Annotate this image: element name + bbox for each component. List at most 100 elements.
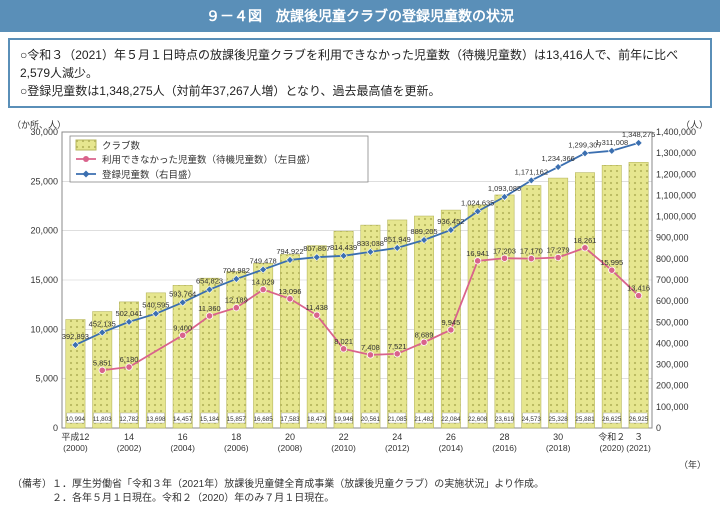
svg-text:794,922: 794,922 — [276, 247, 303, 256]
description-box: ○令和３（2021）年５月１日時点の放課後児童クラブを利用できなかった児童数（待… — [8, 38, 712, 108]
svg-text:833,038: 833,038 — [357, 239, 384, 248]
svg-text:13,698: 13,698 — [146, 416, 166, 423]
svg-text:1,024,635: 1,024,635 — [461, 198, 494, 207]
svg-text:19,946: 19,946 — [334, 416, 354, 423]
footnote-2: ２．各年５月１日現在。令和２（2020）年のみ７月１日現在。 — [12, 492, 708, 506]
svg-text:851,949: 851,949 — [384, 235, 411, 244]
svg-text:1,093,085: 1,093,085 — [488, 184, 521, 193]
svg-text:(2020): (2020) — [599, 443, 624, 453]
svg-text:17,279: 17,279 — [547, 246, 570, 255]
svg-text:100,000: 100,000 — [656, 402, 689, 412]
svg-text:18,261: 18,261 — [573, 236, 596, 245]
svg-text:9,945: 9,945 — [441, 318, 460, 327]
svg-text:17,203: 17,203 — [493, 246, 516, 255]
svg-text:24,573: 24,573 — [522, 416, 542, 423]
svg-text:15,995: 15,995 — [600, 258, 623, 267]
svg-text:1,200,000: 1,200,000 — [656, 169, 696, 179]
svg-text:1,171,162: 1,171,162 — [515, 167, 548, 176]
svg-text:(2004): (2004) — [170, 443, 195, 453]
svg-text:7,521: 7,521 — [388, 342, 407, 351]
svg-text:26,625: 26,625 — [602, 416, 622, 423]
svg-text:20: 20 — [285, 432, 295, 442]
svg-text:452,135: 452,135 — [89, 319, 116, 328]
svg-text:7,408: 7,408 — [361, 343, 380, 352]
svg-text:200,000: 200,000 — [656, 381, 689, 391]
svg-text:15,857: 15,857 — [227, 416, 247, 423]
svg-text:704,982: 704,982 — [223, 266, 250, 275]
svg-text:936,452: 936,452 — [437, 217, 464, 226]
svg-text:1,234,366: 1,234,366 — [541, 154, 574, 163]
svg-text:28: 28 — [499, 432, 509, 442]
combo-chart: 05,00010,00015,00020,00025,00030,0000100… — [8, 114, 712, 474]
svg-text:16: 16 — [178, 432, 188, 442]
svg-text:20,561: 20,561 — [361, 416, 381, 423]
svg-text:30: 30 — [553, 432, 563, 442]
svg-text:0: 0 — [656, 423, 661, 433]
svg-text:392,893: 392,893 — [62, 332, 89, 341]
svg-text:13,416: 13,416 — [627, 284, 650, 293]
svg-text:10,994: 10,994 — [66, 416, 86, 423]
svg-text:25,000: 25,000 — [30, 176, 58, 186]
svg-text:20,000: 20,000 — [30, 226, 58, 236]
svg-text:（人）: （人） — [681, 120, 708, 130]
svg-text:1,100,000: 1,100,000 — [656, 190, 696, 200]
svg-text:13,096: 13,096 — [278, 287, 301, 296]
svg-text:(2002): (2002) — [117, 443, 142, 453]
svg-text:令和２: 令和２ — [598, 431, 625, 442]
svg-text:22: 22 — [339, 432, 349, 442]
svg-text:22,608: 22,608 — [468, 416, 488, 423]
svg-text:1,300,000: 1,300,000 — [656, 148, 696, 158]
svg-text:平成12: 平成12 — [61, 431, 89, 442]
svg-text:1,000,000: 1,000,000 — [656, 212, 696, 222]
svg-text:16,685: 16,685 — [254, 416, 274, 423]
svg-text:(2010): (2010) — [331, 443, 356, 453]
svg-text:654,823: 654,823 — [196, 277, 223, 286]
svg-text:814,439: 814,439 — [330, 243, 357, 252]
desc-line-2: ○登録児童数は1,348,275人（対前年37,267人増）となり、過去最高値を… — [20, 82, 700, 100]
svg-text:6,180: 6,180 — [120, 355, 139, 364]
svg-text:26: 26 — [446, 432, 456, 442]
footnote-1: （備考）１．厚生労働省「令和３年（2021年）放課後児童健全育成事業（放課後児童… — [12, 478, 708, 492]
svg-text:(2016): (2016) — [492, 443, 517, 453]
svg-text:(2021): (2021) — [626, 443, 651, 453]
svg-text:17,170: 17,170 — [520, 247, 543, 256]
svg-text:クラブ数: クラブ数 — [102, 140, 141, 152]
svg-text:0: 0 — [53, 423, 58, 433]
svg-text:（年）: （年） — [679, 459, 706, 470]
svg-text:23,619: 23,619 — [495, 416, 515, 423]
svg-text:593,764: 593,764 — [169, 289, 196, 298]
svg-text:889,205: 889,205 — [410, 227, 437, 236]
svg-text:21,085: 21,085 — [388, 416, 408, 423]
chart-container: 05,00010,00015,00020,00025,00030,0000100… — [8, 114, 712, 474]
svg-text:11,360: 11,360 — [198, 304, 220, 313]
svg-text:10,000: 10,000 — [30, 324, 58, 334]
svg-text:1,348,275: 1,348,275 — [622, 130, 655, 139]
svg-text:(2006): (2006) — [224, 443, 249, 453]
svg-text:15,000: 15,000 — [30, 275, 58, 285]
svg-text:25,328: 25,328 — [549, 416, 569, 423]
svg-text:700,000: 700,000 — [656, 275, 689, 285]
svg-text:12,189: 12,189 — [225, 296, 248, 305]
svg-text:540,595: 540,595 — [142, 301, 169, 310]
svg-text:26,925: 26,925 — [629, 416, 649, 423]
svg-text:14,457: 14,457 — [173, 416, 193, 423]
svg-text:400,000: 400,000 — [656, 338, 689, 348]
svg-text:３: ３ — [634, 432, 643, 442]
svg-text:(2014): (2014) — [439, 443, 464, 453]
svg-text:1,311,008: 1,311,008 — [595, 138, 628, 147]
svg-text:利用できなかった児童数（待機児童数）（左目盛）: 利用できなかった児童数（待機児童数）（左目盛） — [102, 154, 316, 166]
svg-text:800,000: 800,000 — [656, 254, 689, 264]
svg-text:500,000: 500,000 — [656, 317, 689, 327]
svg-text:16,941: 16,941 — [466, 249, 489, 258]
svg-text:21,482: 21,482 — [414, 416, 434, 423]
svg-text:5,000: 5,000 — [35, 374, 58, 384]
svg-text:900,000: 900,000 — [656, 233, 689, 243]
svg-text:(2000): (2000) — [63, 443, 88, 453]
svg-text:11,438: 11,438 — [306, 303, 328, 312]
svg-text:17,583: 17,583 — [280, 416, 300, 423]
svg-text:24: 24 — [392, 432, 402, 442]
svg-text:登録児童数（右目盛）: 登録児童数（右目盛） — [102, 169, 197, 181]
svg-text:25,881: 25,881 — [575, 416, 595, 423]
desc-line-1: ○令和３（2021）年５月１日時点の放課後児童クラブを利用できなかった児童数（待… — [20, 46, 700, 82]
figure-title: ９－４図 放課後児童クラブの登録児童数の状況 — [0, 0, 720, 32]
